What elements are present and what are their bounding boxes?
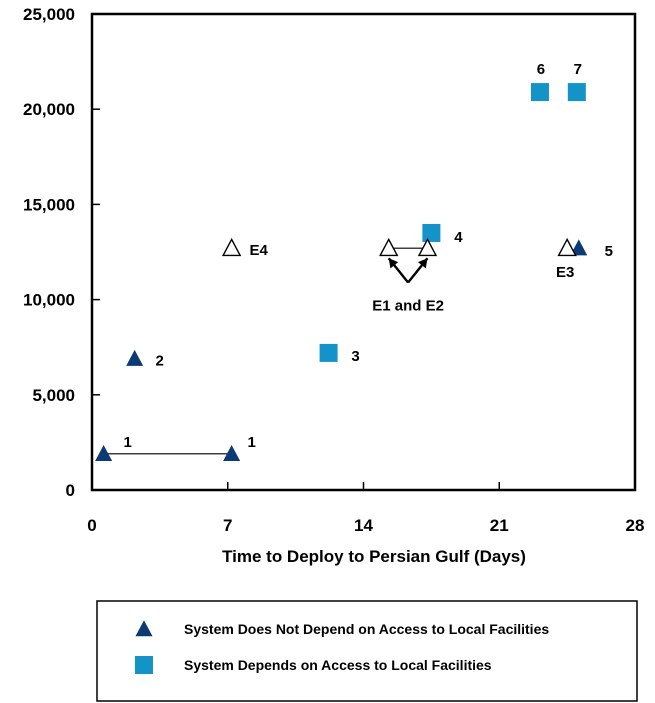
x-axis-title: Time to Deploy to Persian Gulf (Days)	[222, 547, 526, 566]
point-label-1: 1	[123, 434, 131, 451]
y-tick-label: 10,000	[23, 291, 75, 310]
point-square-6	[530, 83, 549, 102]
legend-box	[96, 600, 638, 702]
point-label-3: 3	[351, 348, 359, 365]
y-tick-label: 25,000	[23, 5, 75, 24]
legend-marker-square	[135, 656, 153, 674]
point-triangle-1	[95, 445, 113, 462]
point-label-5: 5	[605, 243, 613, 260]
point-triangle-1	[223, 445, 241, 462]
e1-e2-annotation: E1 and E2	[372, 257, 444, 314]
point-square-7	[567, 83, 586, 102]
y-axis: 0 5,000 10,000 15,000 20,000 25,000	[23, 5, 100, 500]
point-triangle-2	[126, 349, 144, 366]
point-label-1: 1	[247, 434, 255, 451]
point-triangle-E4	[221, 237, 242, 257]
annotation-arrowhead	[388, 258, 399, 269]
connector-lines	[103, 247, 428, 455]
point-triangle-E1	[379, 237, 399, 257]
x-tick-label: 21	[490, 516, 509, 535]
point-label-6: 6	[537, 61, 545, 78]
point-label-7: 7	[574, 61, 582, 78]
point-square-4	[422, 223, 441, 242]
annotation-arrowhead	[417, 258, 428, 269]
point-label-4: 4	[454, 229, 463, 246]
plot-frame	[90, 12, 637, 492]
point-triangle-5	[570, 239, 588, 256]
data-points: 1 1 2 3 4 5 6 7 E3 E4	[95, 61, 613, 462]
y-tick-label: 5,000	[32, 386, 75, 405]
y-tick-label: 0	[66, 481, 75, 500]
x-tick-label: 14	[354, 516, 373, 535]
x-tick-label: 7	[223, 516, 232, 535]
x-tick-label: 0	[87, 516, 96, 535]
x-axis: 0 7 14 21 28	[87, 482, 644, 535]
point-triangle-E3	[557, 237, 577, 257]
legend-label: System Depends on Access to Local Facili…	[184, 657, 492, 673]
y-tick-label: 20,000	[23, 100, 75, 119]
point-label-2: 2	[155, 353, 163, 370]
point-square-3	[319, 343, 338, 362]
point-triangle-E2	[417, 237, 438, 257]
legend-marker-triangle	[135, 620, 153, 637]
y-tick-label: 15,000	[23, 195, 75, 214]
legend-label: System Does Not Depend on Access to Loca…	[184, 621, 549, 637]
point-label-E4: E4	[249, 242, 268, 259]
x-tick-label: 28	[626, 516, 645, 535]
legend: System Does Not Depend on Access to Loca…	[96, 600, 638, 702]
point-label-E3: E3	[556, 264, 574, 281]
e1-e2-label: E1 and E2	[372, 297, 444, 314]
